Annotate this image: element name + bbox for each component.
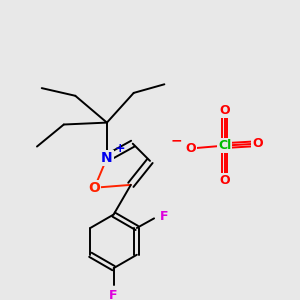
Text: −: −	[170, 134, 182, 148]
Text: Cl: Cl	[218, 139, 231, 152]
Text: O: O	[186, 142, 196, 155]
Text: O: O	[219, 103, 230, 117]
Text: F: F	[159, 210, 168, 223]
Text: F: F	[110, 289, 118, 300]
Text: N: N	[101, 151, 113, 165]
Text: O: O	[252, 137, 262, 150]
Text: +: +	[115, 142, 126, 155]
Text: O: O	[88, 181, 101, 195]
Text: O: O	[219, 174, 230, 187]
